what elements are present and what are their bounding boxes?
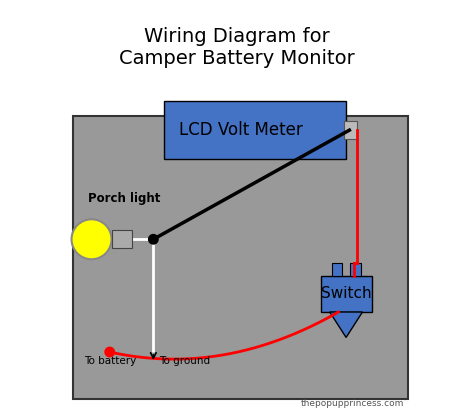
Circle shape (105, 347, 114, 357)
Text: To ground: To ground (159, 356, 210, 366)
Text: Switch: Switch (321, 286, 372, 301)
Bar (164, 101, 346, 159)
Bar (350, 263, 361, 275)
Text: thepopupprincess.com: thepopupprincess.com (301, 399, 404, 408)
Bar (73, 116, 408, 399)
Text: Porch light: Porch light (88, 192, 160, 205)
Text: LCD Volt Meter: LCD Volt Meter (179, 121, 302, 139)
Text: To battery: To battery (83, 356, 136, 366)
Circle shape (72, 219, 111, 259)
Bar (344, 121, 357, 139)
Circle shape (149, 234, 158, 244)
Text: Wiring Diagram for
Camper Battery Monitor: Wiring Diagram for Camper Battery Monito… (119, 27, 355, 68)
Bar (111, 230, 132, 248)
Bar (320, 275, 372, 312)
Bar (331, 263, 342, 275)
Polygon shape (330, 312, 363, 337)
